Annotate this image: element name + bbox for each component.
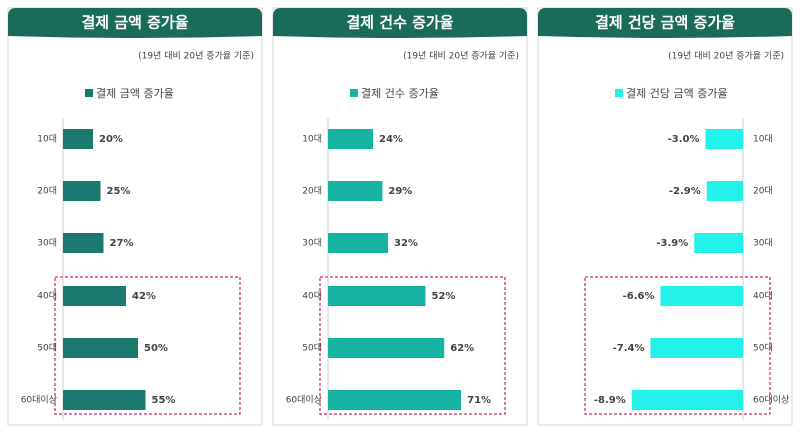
panel — [537, 7, 793, 426]
bar — [328, 129, 373, 149]
value-label: 20% — [99, 134, 123, 145]
value-label: 27% — [110, 238, 134, 249]
bar — [705, 129, 743, 149]
value-label: 55% — [152, 395, 176, 406]
category-label: 50대 — [753, 343, 773, 354]
bar — [328, 233, 388, 253]
highlight-box — [319, 276, 506, 415]
panel — [272, 7, 528, 426]
value-label: -8.9% — [594, 395, 626, 406]
category-label: 30대 — [37, 238, 57, 249]
bar — [631, 390, 743, 410]
value-label: -3.0% — [668, 134, 700, 145]
category-label: 10대 — [753, 134, 773, 145]
highlight-box — [54, 276, 241, 415]
category-label: 10대 — [37, 134, 57, 145]
panel-title: 결제 건수 증가율 — [346, 14, 453, 32]
highlight-box — [584, 276, 771, 415]
category-label: 40대 — [753, 291, 773, 302]
legend-label: 결제 건수 증가율 — [361, 87, 439, 100]
category-label: 40대 — [37, 291, 57, 302]
value-label: 62% — [450, 343, 474, 354]
category-label: 40대 — [302, 291, 322, 302]
panel-header — [8, 8, 262, 38]
category-label: 50대 — [37, 343, 57, 354]
category-label: 60대이상 — [21, 395, 57, 406]
bar — [63, 286, 126, 306]
category-label: 20대 — [302, 186, 322, 197]
value-label: -7.4% — [613, 343, 645, 354]
subtitle: (19년 대비 20년 증가율 기준) — [668, 51, 784, 62]
legend-label: 결제 건당 금액 증가율 — [626, 87, 728, 100]
bar — [328, 286, 426, 306]
bar — [63, 181, 101, 201]
category-label: 10대 — [302, 134, 322, 145]
value-label: 24% — [379, 134, 403, 145]
panel-title: 결제 금액 증가율 — [81, 14, 188, 32]
bar — [63, 129, 93, 149]
subtitle: (19년 대비 20년 증가율 기준) — [403, 51, 519, 62]
bar — [694, 233, 743, 253]
bar — [328, 338, 445, 358]
panel — [7, 7, 263, 426]
panel-header — [538, 8, 792, 38]
value-label: -6.6% — [623, 291, 655, 302]
bar — [650, 338, 743, 358]
value-label: 71% — [467, 395, 491, 406]
category-label: 30대 — [753, 238, 773, 249]
value-label: -2.9% — [669, 186, 701, 197]
category-label: 30대 — [302, 238, 322, 249]
value-label: 52% — [432, 291, 456, 302]
category-label: 60대이상 — [286, 395, 322, 406]
bar — [63, 390, 146, 410]
subtitle: (19년 대비 20년 증가율 기준) — [138, 51, 254, 62]
value-label: 50% — [144, 343, 168, 354]
bar — [706, 181, 743, 201]
bar — [660, 286, 743, 306]
panel-header — [273, 8, 527, 38]
category-label: 20대 — [37, 186, 57, 197]
value-label: -3.9% — [656, 238, 688, 249]
legend-swatch — [615, 89, 623, 97]
value-label: 42% — [132, 291, 156, 302]
legend-swatch — [85, 89, 93, 97]
bar — [63, 338, 138, 358]
bar — [328, 181, 383, 201]
category-label: 50대 — [302, 343, 322, 354]
bar — [63, 233, 104, 253]
value-label: 32% — [394, 238, 418, 249]
legend-label: 결제 금액 증가율 — [96, 87, 174, 100]
value-label: 25% — [107, 186, 131, 197]
bar — [328, 390, 462, 410]
panel-title: 결제 건당 금액 증가율 — [595, 14, 735, 32]
value-label: 29% — [388, 186, 412, 197]
category-label: 60대이상 — [753, 395, 789, 406]
category-label: 20대 — [753, 186, 773, 197]
legend-swatch — [350, 89, 358, 97]
